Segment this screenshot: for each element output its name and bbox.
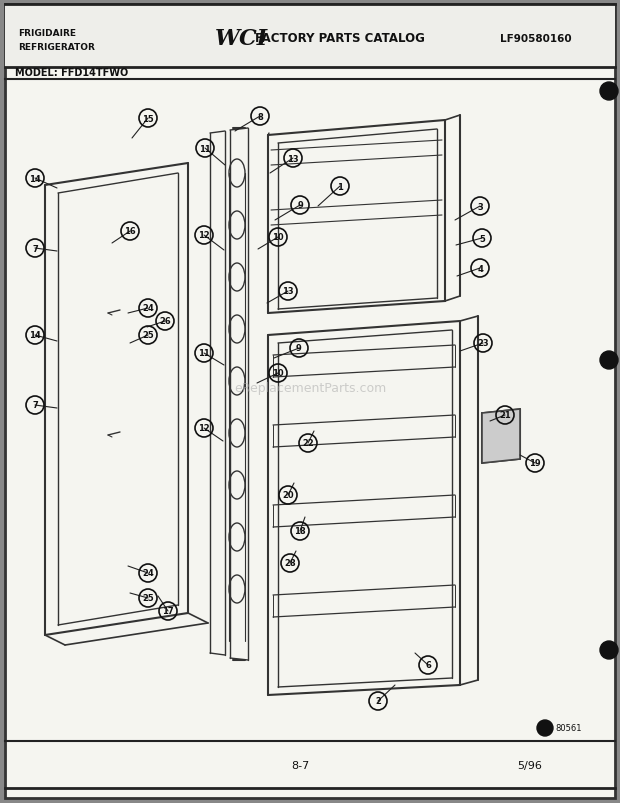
Text: 7: 7 <box>32 244 38 253</box>
Text: 11: 11 <box>199 145 211 153</box>
Bar <box>5 5 615 68</box>
Text: 23: 23 <box>477 339 489 348</box>
Text: 28: 28 <box>284 559 296 568</box>
Text: 25: 25 <box>142 593 154 603</box>
Text: 9: 9 <box>297 202 303 210</box>
Text: 1: 1 <box>337 182 343 191</box>
Text: 16: 16 <box>124 227 136 236</box>
Text: 6: 6 <box>425 661 431 670</box>
Text: 5: 5 <box>479 234 485 243</box>
Text: LF90580160: LF90580160 <box>500 34 572 44</box>
Text: FACTORY PARTS CATALOG: FACTORY PARTS CATALOG <box>255 32 425 46</box>
Text: 20: 20 <box>282 491 294 500</box>
Circle shape <box>600 642 618 659</box>
Text: 13: 13 <box>287 154 299 163</box>
Circle shape <box>600 352 618 369</box>
Text: 19: 19 <box>529 459 541 468</box>
Text: 5/96: 5/96 <box>518 760 542 770</box>
Text: 17: 17 <box>162 607 174 616</box>
Text: 15: 15 <box>142 114 154 124</box>
Text: 7: 7 <box>32 401 38 410</box>
Text: 25: 25 <box>142 331 154 340</box>
Text: 21: 21 <box>499 411 511 420</box>
Text: 22: 22 <box>302 439 314 448</box>
Text: 8: 8 <box>257 112 263 121</box>
Text: 24: 24 <box>142 569 154 578</box>
Text: 2: 2 <box>375 697 381 706</box>
Text: 12: 12 <box>198 231 210 240</box>
Text: 18: 18 <box>294 527 306 536</box>
Text: 3: 3 <box>477 202 483 211</box>
Polygon shape <box>482 410 520 463</box>
Text: 11: 11 <box>198 349 210 358</box>
Text: 8-7: 8-7 <box>291 760 309 770</box>
Text: FRIGIDAIRE: FRIGIDAIRE <box>18 30 76 39</box>
Text: 10: 10 <box>272 369 284 378</box>
Text: 14: 14 <box>29 174 41 183</box>
Text: 14: 14 <box>29 331 41 340</box>
Text: MODEL: FFD14TFWO: MODEL: FFD14TFWO <box>15 68 128 78</box>
Text: eReplacementParts.com: eReplacementParts.com <box>234 382 386 395</box>
Text: 24: 24 <box>142 304 154 313</box>
Text: 26: 26 <box>159 317 171 326</box>
Circle shape <box>600 83 618 101</box>
Text: 80561: 80561 <box>555 724 582 732</box>
Text: 9: 9 <box>296 344 302 353</box>
Circle shape <box>537 720 553 736</box>
Text: 12: 12 <box>198 424 210 433</box>
Text: 10: 10 <box>272 233 284 243</box>
Text: 13: 13 <box>282 287 294 296</box>
Text: WCI: WCI <box>215 28 268 50</box>
Text: 4: 4 <box>477 264 483 273</box>
Text: REFRIGERATOR: REFRIGERATOR <box>18 43 95 51</box>
